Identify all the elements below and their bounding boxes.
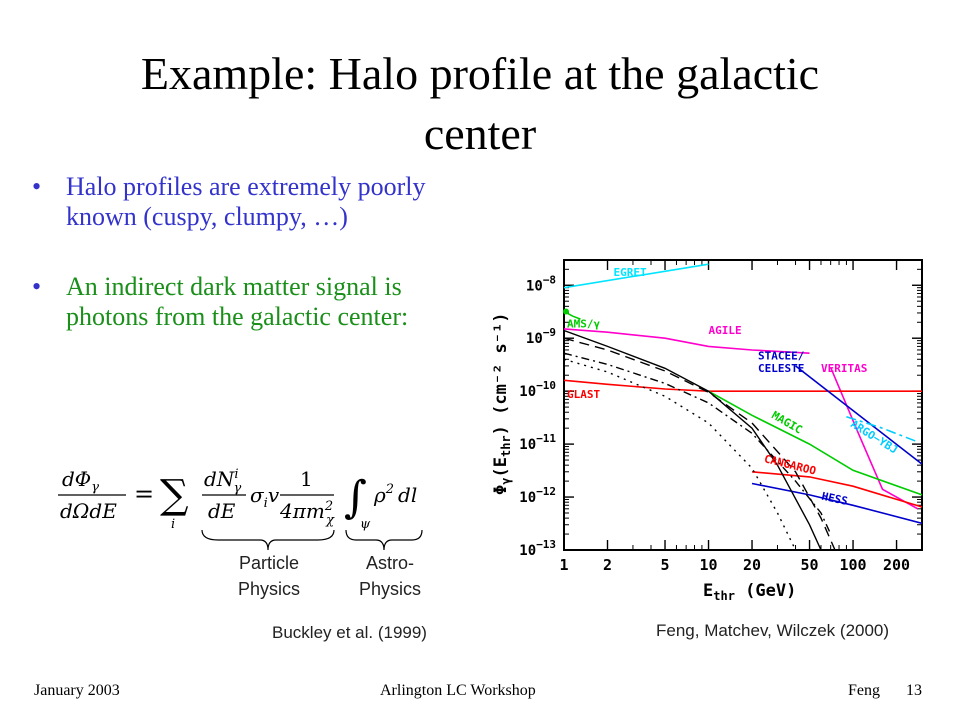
formula-frac-num: 1 [300, 467, 313, 491]
x-tick-label: 50 [801, 556, 819, 574]
formula-dn-num: dNi γ [204, 467, 241, 496]
series-line-stacee-celeste [795, 365, 922, 465]
formula-sum: ∑ [160, 472, 189, 518]
formula-frac-den: 4πm2 χ [279, 499, 335, 528]
bullet-item: • An indirect dark matter signal is phot… [30, 272, 430, 332]
y-tick-label: 10−10 [519, 379, 556, 400]
theory-curve-solid [564, 329, 822, 550]
flux-threshold-chart: 1 2 5 10 20 50 100 200 10−13 10−12 10−11 10−10 10−9 1… [491, 259, 923, 603]
x-axis-label: Ethr (GeV) [703, 581, 796, 603]
y-tick-label: 10−13 [519, 538, 556, 559]
y-tick-label: 10−11 [519, 432, 556, 453]
curve-label: ARGO−YBJ [848, 417, 900, 456]
bullet-dot-icon: • [32, 272, 42, 301]
footer-date: January 2003 [34, 682, 120, 699]
y-tick-label: 10−12 [519, 485, 556, 506]
curve-label: HESS [820, 490, 849, 508]
formula-sigma-v: σiv [250, 483, 280, 511]
plot-frame [563, 259, 923, 551]
x-tick-label: 5 [661, 556, 670, 574]
series-line-agile [564, 328, 810, 354]
x-tick-label: 20 [743, 556, 761, 574]
series-line-glast [564, 379, 922, 392]
x-tick-label: 2 [603, 556, 612, 574]
footer-event: Arlington LC Workshop [380, 682, 536, 699]
x-tick-label: 200 [883, 556, 910, 574]
label-line: Particle [238, 553, 300, 573]
formula-integral-sub: ψ [360, 517, 371, 532]
label-line: Physics [358, 579, 421, 599]
astro-physics-label: Astro- Physics [338, 550, 442, 602]
bullet-text: An indirect dark matter signal is photon… [66, 272, 409, 331]
formula-equals: = [134, 480, 154, 508]
y-tick-label: 10−9 [526, 326, 556, 347]
label-line: Astro- [365, 553, 414, 573]
astro-physics-brace [345, 529, 423, 551]
y-tick-label: 10−8 [526, 273, 556, 294]
series-line-magic [708, 390, 922, 496]
curve-label: EGRET [613, 266, 646, 279]
curve-label: CELESTE [758, 362, 804, 375]
x-tick-label: 1 [559, 556, 568, 574]
formula-integral: ∫ [344, 472, 367, 523]
bullet-item: • Halo profiles are extremely poorly kno… [30, 172, 430, 232]
x-tick-label: 100 [839, 556, 866, 574]
particle-physics-label: Particle Physics [214, 550, 324, 602]
series-line-egret [564, 263, 709, 289]
x-tick-label: 10 [699, 556, 717, 574]
label-line: Physics [237, 579, 300, 599]
formula-dn-den: dE [208, 499, 236, 523]
left-citation: Buckley et al. (1999) [272, 623, 427, 642]
curve-label: AGILE [709, 324, 742, 337]
curve-label: GLAST [567, 388, 600, 401]
bullet-dot-icon: • [32, 172, 42, 201]
bullet-list: • Halo profiles are extremely poorly kno… [30, 172, 430, 372]
y-axis-label: Φγ(Ethr) (cm⁻² s⁻¹) [491, 313, 513, 495]
series-line-argo-ybj [846, 415, 918, 443]
title-line-2: center [423, 108, 537, 159]
slide-title: Example: Halo profile at the galactic ce… [30, 44, 930, 164]
flux-formula: dΦγ dΩdE = ∑ i dNi γ dE σiv 1 4πm2 χ ∫ ψ ρ… [58, 467, 417, 532]
curve-label: VERITAS [821, 362, 867, 375]
series-line-veritas [829, 367, 919, 510]
theory-curve-dotted [564, 358, 797, 550]
bullet-text: Halo profiles are extremely poorly known… [66, 172, 426, 231]
formula-sum-index: i [171, 517, 175, 532]
theory-curve-longdash [564, 337, 836, 550]
theory-curve-dashdot [564, 352, 832, 535]
curve-label: AMS/γ [567, 317, 600, 330]
right-citation: Feng, Matchev, Wilczek (2000) [656, 621, 890, 640]
footer-author: Feng [848, 682, 880, 699]
series-line-hess [751, 482, 922, 525]
curve-label: STACEE/ [758, 349, 805, 362]
title-line-1: Example: Halo profile at the galactic [140, 48, 820, 99]
formula-lhs-den: dΩdE [60, 499, 117, 523]
particle-physics-brace [201, 529, 335, 551]
formula-lhs-num: dΦγ [62, 467, 99, 495]
ams-marker [563, 308, 569, 315]
series-line-cangaroo [751, 471, 922, 508]
footer-page: 13 [906, 682, 922, 699]
formula-rho-dl: ρ2 dl [373, 482, 417, 507]
